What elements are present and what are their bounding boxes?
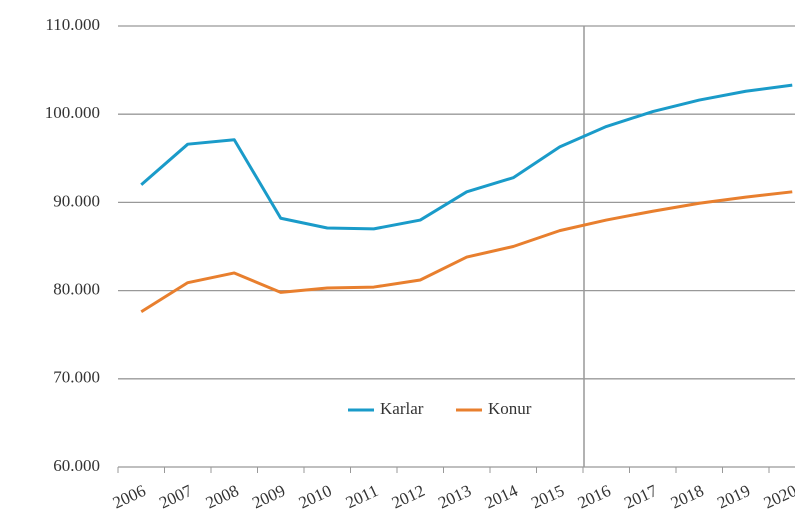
x-tick-label: 2017	[621, 481, 660, 513]
x-tick-label: 2009	[249, 481, 288, 513]
legend-label: Konur	[488, 399, 532, 418]
x-tick-label: 2015	[528, 481, 567, 513]
x-tick-label: 2008	[203, 481, 242, 513]
legend-label: Karlar	[380, 399, 424, 418]
x-tick-label: 2013	[435, 481, 474, 513]
y-tick-label: 110.000	[45, 15, 100, 34]
x-tick-label: 2007	[156, 481, 195, 513]
series-line	[140, 83, 793, 231]
x-tick-label: 2006	[110, 481, 149, 513]
x-tick-label: 2019	[714, 481, 753, 513]
y-tick-label: 60.000	[53, 456, 100, 475]
y-tick-label: 100.000	[45, 103, 100, 122]
x-tick-label: 2020	[761, 481, 795, 513]
x-tick-label: 2012	[389, 481, 428, 513]
y-tick-label: 70.000	[53, 368, 100, 387]
series-line	[140, 190, 793, 314]
y-tick-label: 90.000	[53, 191, 100, 210]
y-tick-label: 80.000	[53, 280, 100, 299]
x-tick-label: 2010	[296, 481, 335, 513]
x-tick-label: 2016	[575, 481, 614, 513]
x-tick-label: 2014	[482, 481, 521, 513]
x-tick-label: 2011	[343, 481, 381, 512]
x-tick-label: 2018	[668, 481, 707, 513]
